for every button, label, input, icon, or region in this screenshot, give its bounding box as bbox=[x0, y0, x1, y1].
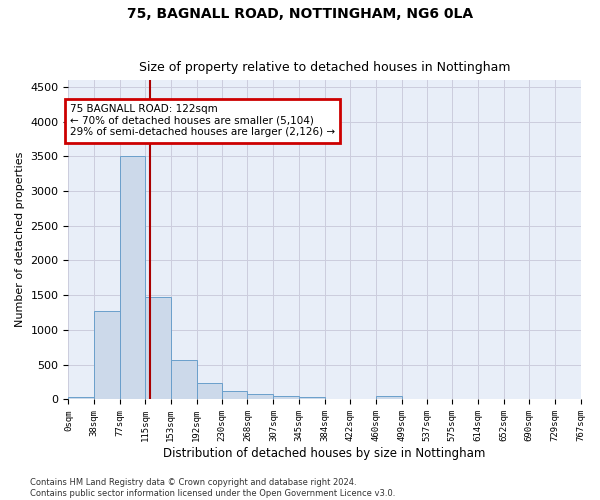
Bar bbox=[376, 396, 401, 400]
Title: Size of property relative to detached houses in Nottingham: Size of property relative to detached ho… bbox=[139, 62, 510, 74]
Bar bbox=[68, 396, 94, 400]
Bar bbox=[120, 156, 145, 400]
Text: Contains HM Land Registry data © Crown copyright and database right 2024.
Contai: Contains HM Land Registry data © Crown c… bbox=[30, 478, 395, 498]
Bar bbox=[274, 396, 299, 400]
Bar bbox=[94, 311, 120, 400]
Y-axis label: Number of detached properties: Number of detached properties bbox=[15, 152, 25, 328]
Text: 75, BAGNALL ROAD, NOTTINGHAM, NG6 0LA: 75, BAGNALL ROAD, NOTTINGHAM, NG6 0LA bbox=[127, 8, 473, 22]
Bar bbox=[170, 360, 197, 400]
Bar bbox=[197, 383, 222, 400]
Bar bbox=[145, 296, 170, 400]
X-axis label: Distribution of detached houses by size in Nottingham: Distribution of detached houses by size … bbox=[163, 447, 485, 460]
Text: 75 BAGNALL ROAD: 122sqm
← 70% of detached houses are smaller (5,104)
29% of semi: 75 BAGNALL ROAD: 122sqm ← 70% of detache… bbox=[70, 104, 335, 138]
Bar bbox=[299, 396, 325, 400]
Bar bbox=[222, 392, 247, 400]
Bar bbox=[247, 394, 274, 400]
